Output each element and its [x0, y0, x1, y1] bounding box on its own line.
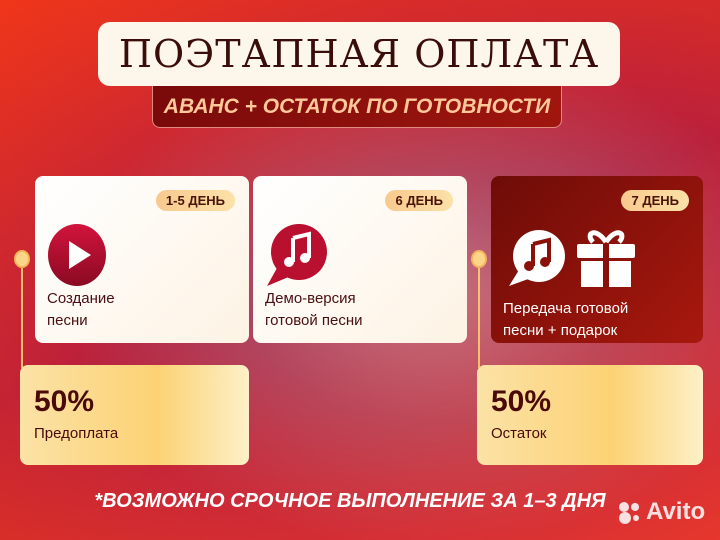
day-badge: 1-5 ДЕНЬ: [155, 190, 235, 211]
payment-box-2: 50% Остаток: [477, 365, 703, 465]
gift-icon: [577, 230, 635, 288]
avito-logo-icon: [619, 502, 639, 524]
day-badge: 6 ДЕНЬ: [385, 190, 453, 211]
stage-label: Демо-версия готовой песни: [265, 290, 363, 329]
stage-label: Создание песни: [47, 290, 115, 329]
music-chat-icon: [509, 230, 565, 286]
play-icon: [48, 224, 106, 286]
timeline-line: [478, 268, 480, 368]
payment-label: Остаток: [491, 425, 547, 442]
stage-card-2: 6 ДЕНЬ Демо-версия готовой песни: [253, 176, 467, 343]
page-subtitle: АВАНС + ОСТАТОК ПО ГОТОВНОСТИ: [152, 86, 562, 128]
payment-box-1: 50% Предоплата: [20, 365, 249, 465]
stage-card-1: 1-5 ДЕНЬ Создание песни: [35, 176, 249, 343]
timeline-dot: [471, 250, 487, 268]
payment-label: Предоплата: [34, 425, 119, 442]
payment-percent: 50%: [491, 385, 552, 418]
payment-percent: 50%: [34, 385, 95, 418]
stage-card-3: 7 ДЕНЬ Передача готовой песни + подарок: [491, 176, 703, 343]
day-badge: 7 ДЕНЬ: [621, 190, 689, 211]
page-title: ПОЭТАПНАЯ ОПЛАТА: [98, 22, 620, 86]
stage-label: Передача готовой песни + подарок: [503, 300, 629, 339]
music-chat-icon: [267, 224, 327, 286]
avito-watermark: Avito: [616, 498, 705, 526]
footer-note: *ВОЗМОЖНО СРОЧНОЕ ВЫПОЛНЕНИЕ ЗА 1–3 ДНЯ: [94, 490, 606, 512]
timeline-dot: [14, 250, 30, 268]
timeline-line: [21, 268, 23, 368]
